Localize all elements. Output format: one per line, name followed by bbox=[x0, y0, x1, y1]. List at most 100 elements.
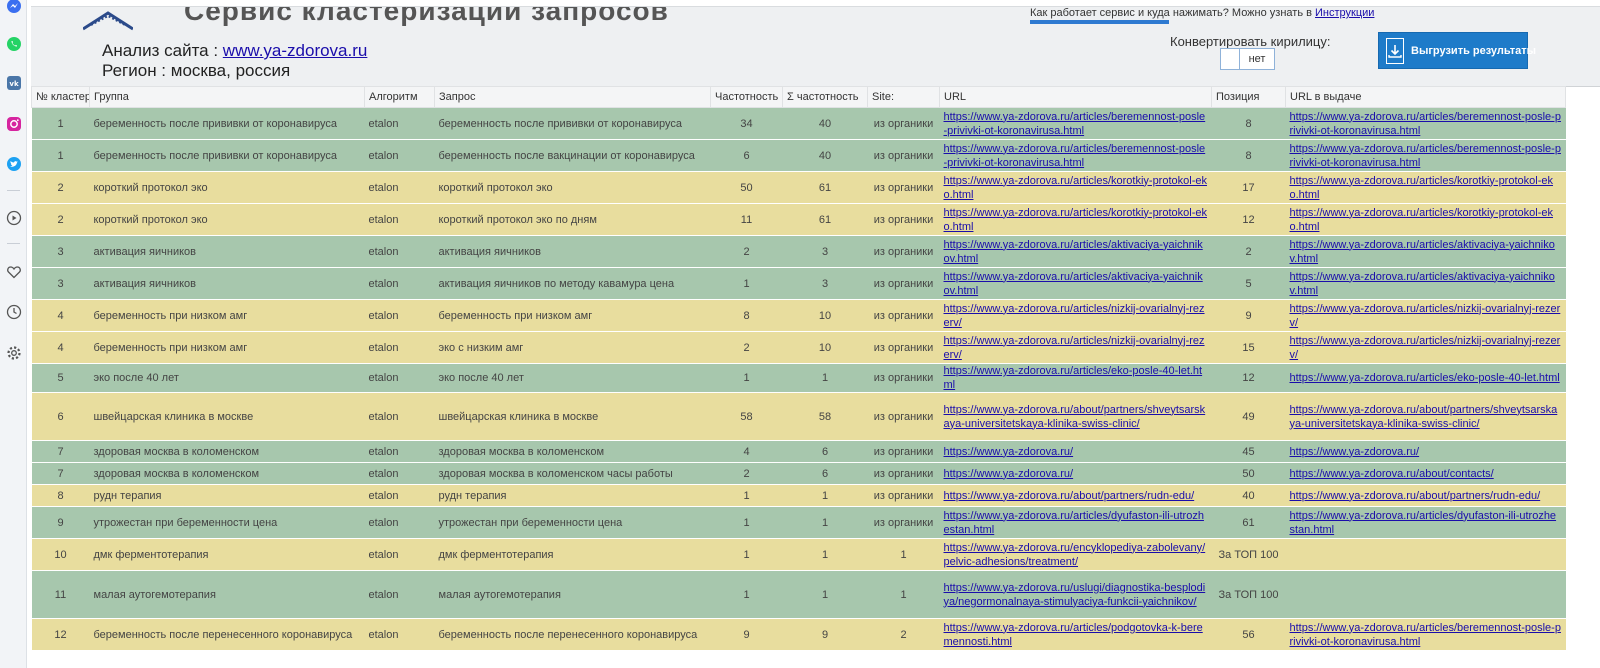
cell-url-serp-link[interactable]: https://www.ya-zdorova.ru/articles/korot… bbox=[1289, 206, 1553, 233]
cell-url-serp-link[interactable]: https://www.ya-zdorova.ru/articles/berem… bbox=[1289, 621, 1561, 648]
cell-sum-frequency: 40 bbox=[782, 139, 868, 172]
cell-frequency: 6 bbox=[710, 139, 783, 172]
col-query[interactable]: Запрос bbox=[434, 86, 711, 108]
cell-url-serp: https://www.ya-zdorova.ru/articles/berem… bbox=[1285, 139, 1566, 172]
col-url[interactable]: URL bbox=[939, 86, 1212, 108]
cell-url-serp-link[interactable]: https://www.ya-zdorova.ru/about/contacts… bbox=[1289, 467, 1494, 480]
cell-url-serp-link[interactable]: https://www.ya-zdorova.ru/ bbox=[1289, 445, 1420, 458]
cell-url-link[interactable]: https://www.ya-zdorova.ru/about/partners… bbox=[943, 489, 1195, 502]
cell-url-serp-link[interactable]: https://www.ya-zdorova.ru/articles/nizki… bbox=[1289, 302, 1561, 329]
cell-frequency: 4 bbox=[710, 440, 783, 463]
cell-position: 5 bbox=[1211, 267, 1286, 300]
table-row: 3 активация яичников etalon активация яични… bbox=[31, 235, 1566, 268]
export-button[interactable]: Выгрузить результаты bbox=[1378, 32, 1536, 69]
table-row: 4 беременность при низком амг etalon береме… bbox=[31, 299, 1566, 332]
cell-url: https://www.ya-zdorova.ru/ bbox=[939, 440, 1212, 463]
instructions-link[interactable]: Инструкции bbox=[1315, 7, 1375, 19]
cell-url-link[interactable]: https://www.ya-zdorova.ru/articles/aktiv… bbox=[943, 270, 1203, 297]
cell-site: из органики bbox=[867, 484, 940, 507]
cell-url-link[interactable]: https://www.ya-zdorova.ru/articles/dyufa… bbox=[943, 509, 1204, 536]
cell-url-serp: https://www.ya-zdorova.ru/about/partners… bbox=[1285, 484, 1566, 507]
cell-url-link[interactable]: https://www.ya-zdorova.ru/encyklopediya-… bbox=[943, 541, 1206, 568]
vk-icon[interactable]: vk bbox=[4, 73, 23, 92]
play-icon[interactable] bbox=[4, 208, 23, 227]
col-position[interactable]: Позиция bbox=[1211, 86, 1286, 108]
cell-url-link[interactable]: https://www.ya-zdorova.ru/about/partners… bbox=[943, 403, 1206, 430]
cell-site: из органики bbox=[867, 440, 940, 463]
cell-url-serp-link[interactable]: https://www.ya-zdorova.ru/articles/dyufa… bbox=[1289, 509, 1557, 536]
cell-sum-frequency: 1 bbox=[782, 538, 868, 571]
cell-url-link[interactable]: https://www.ya-zdorova.ru/articles/korot… bbox=[943, 174, 1207, 201]
cell-url-serp-link[interactable]: https://www.ya-zdorova.ru/articles/aktiv… bbox=[1289, 270, 1555, 297]
col-algorithm[interactable]: Алгоритм bbox=[364, 86, 435, 108]
whatsapp-icon[interactable] bbox=[4, 34, 23, 53]
col-sum-frequency[interactable]: Σ частотность bbox=[782, 86, 868, 108]
cell-url-link[interactable]: https://www.ya-zdorova.ru/articles/nizki… bbox=[943, 302, 1205, 329]
toggle-no[interactable]: нет bbox=[1248, 53, 1266, 65]
cell-url-serp-link[interactable]: https://www.ya-zdorova.ru/articles/korot… bbox=[1289, 174, 1553, 201]
cell-url-serp-link[interactable]: https://www.ya-zdorova.ru/about/partners… bbox=[1289, 489, 1541, 502]
cell-frequency: 1 bbox=[710, 484, 783, 507]
cell-url-link[interactable]: https://www.ya-zdorova.ru/articles/berem… bbox=[943, 142, 1206, 169]
cell-frequency: 2 bbox=[710, 235, 783, 268]
cell-url: https://www.ya-zdorova.ru/articles/berem… bbox=[939, 107, 1212, 140]
instagram-icon[interactable] bbox=[4, 114, 23, 133]
col-group[interactable]: Группа bbox=[89, 86, 365, 108]
col-url-serp[interactable]: URL в выдаче bbox=[1285, 86, 1566, 108]
cell-cluster: 3 bbox=[31, 235, 90, 268]
cell-cluster: 1 bbox=[31, 139, 90, 172]
heart-icon[interactable] bbox=[4, 262, 23, 281]
cell-group: утрожестан при беременности цена bbox=[89, 506, 365, 539]
cell-url-link[interactable]: https://www.ya-zdorova.ru/ bbox=[943, 445, 1074, 458]
cell-url-serp-link[interactable]: https://www.ya-zdorova.ru/articles/berem… bbox=[1289, 110, 1561, 137]
col-cluster[interactable]: № кластер bbox=[31, 86, 90, 108]
cell-query: утрожестан при беременности цена bbox=[434, 506, 711, 539]
cell-url-link[interactable]: https://www.ya-zdorova.ru/articles/aktiv… bbox=[943, 238, 1203, 265]
site-link[interactable]: www.ya-zdorova.ru bbox=[222, 41, 368, 60]
cell-cluster: 1 bbox=[31, 107, 90, 140]
cell-url-serp-link[interactable]: https://www.ya-zdorova.ru/articles/berem… bbox=[1289, 142, 1561, 169]
logo-icon bbox=[83, 11, 133, 31]
cell-url-link[interactable]: https://www.ya-zdorova.ru/ bbox=[943, 467, 1074, 480]
cell-site: из органики bbox=[867, 363, 940, 393]
cell-cluster: 7 bbox=[31, 440, 90, 463]
messenger-icon[interactable] bbox=[4, 0, 23, 15]
cell-sum-frequency: 1 bbox=[782, 506, 868, 539]
cell-url-link[interactable]: https://www.ya-zdorova.ru/articles/korot… bbox=[943, 206, 1207, 233]
cell-frequency: 1 bbox=[710, 267, 783, 300]
cell-sum-frequency: 3 bbox=[782, 235, 868, 268]
cell-url-serp-link[interactable]: https://www.ya-zdorova.ru/articles/eko-p… bbox=[1289, 372, 1560, 384]
cell-query: здоровая москва в коломенском часы работ… bbox=[434, 462, 711, 485]
cell-url-serp-link[interactable]: https://www.ya-zdorova.ru/articles/aktiv… bbox=[1289, 238, 1555, 265]
clock-icon[interactable] bbox=[4, 302, 23, 321]
col-frequency[interactable]: Частотность bbox=[710, 86, 783, 108]
cell-cluster: 7 bbox=[31, 462, 90, 485]
cell-group: беременность при низком амг bbox=[89, 331, 365, 364]
cell-url-link[interactable]: https://www.ya-zdorova.ru/articles/eko-p… bbox=[943, 365, 1203, 391]
cell-group: малая аутогемотерапия bbox=[89, 570, 365, 619]
cell-position: За ТОП 100 bbox=[1211, 570, 1286, 619]
cell-url: https://www.ya-zdorova.ru/articles/nizki… bbox=[939, 299, 1212, 332]
cell-url-link[interactable]: https://www.ya-zdorova.ru/articles/podgo… bbox=[943, 621, 1203, 648]
gear-icon[interactable] bbox=[4, 343, 23, 362]
cell-cluster: 2 bbox=[31, 171, 90, 204]
cell-position: 2 bbox=[1211, 235, 1286, 268]
cell-cluster: 2 bbox=[31, 203, 90, 236]
header: Сервис кластеризации запросов Как работа… bbox=[31, 6, 1600, 87]
toggle-yes[interactable] bbox=[1221, 49, 1240, 69]
cell-url-serp-link[interactable]: https://www.ya-zdorova.ru/articles/nizki… bbox=[1289, 334, 1561, 361]
cell-url-serp: https://www.ya-zdorova.ru/about/partners… bbox=[1285, 392, 1566, 441]
cell-url-link[interactable]: https://www.ya-zdorova.ru/uslugi/diagnos… bbox=[943, 581, 1206, 608]
cell-site: из органики bbox=[867, 299, 940, 332]
cell-algorithm: etalon bbox=[364, 331, 435, 364]
cell-url: https://www.ya-zdorova.ru/about/partners… bbox=[939, 484, 1212, 507]
cell-sum-frequency: 6 bbox=[782, 462, 868, 485]
convert-toggle[interactable]: нет bbox=[1220, 48, 1275, 70]
cell-url-link[interactable]: https://www.ya-zdorova.ru/articles/berem… bbox=[943, 110, 1206, 137]
cell-query: здоровая москва в коломенском bbox=[434, 440, 711, 463]
cell-url-link[interactable]: https://www.ya-zdorova.ru/articles/nizki… bbox=[943, 334, 1205, 361]
cell-url: https://www.ya-zdorova.ru/articles/podgo… bbox=[939, 618, 1212, 651]
cell-url-serp-link[interactable]: https://www.ya-zdorova.ru/about/partners… bbox=[1289, 403, 1558, 430]
col-site[interactable]: Site: bbox=[867, 86, 940, 108]
twitter-icon[interactable] bbox=[4, 154, 23, 173]
